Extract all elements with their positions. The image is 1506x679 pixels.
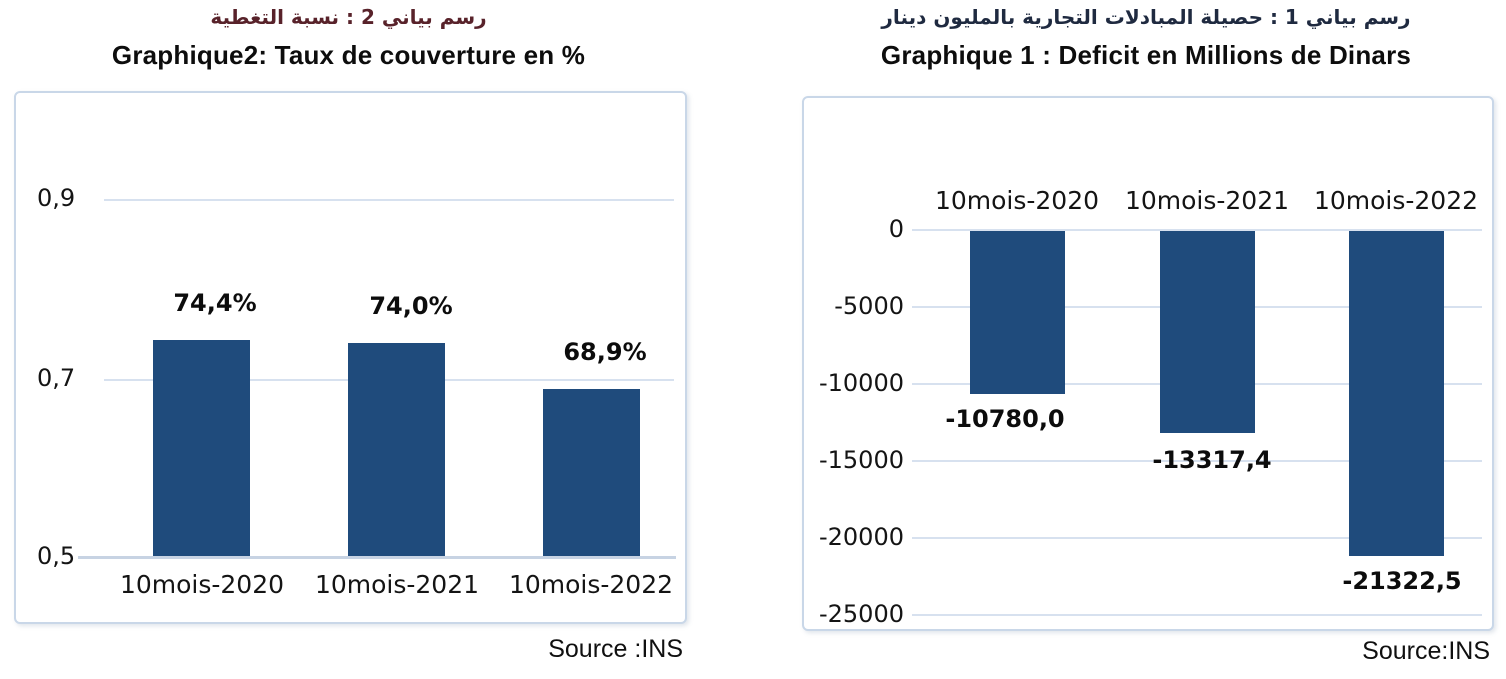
left-bar-2020 xyxy=(153,340,250,556)
right-value-label-2020: -10780,0 xyxy=(945,405,1065,433)
left-chart-panel: 0,9 0,7 0,5 74,4% 74,0% 68,9% 10mois-202… xyxy=(14,91,687,624)
left-source-label: Source :INS xyxy=(548,635,683,663)
left-chart-title: Graphique2: Taux de couverture en % xyxy=(111,40,586,70)
right-gridline-neg15000 xyxy=(912,460,1482,462)
right-category-2021: 10mois-2021 xyxy=(1124,186,1290,215)
right-value-label-2022: -21322,5 xyxy=(1342,567,1462,595)
right-chart-arabic-title: رسم بياني 1 : حصيلة المبادلات التجارية ب… xyxy=(881,5,1411,29)
right-gridline-neg25000 xyxy=(912,614,1482,616)
right-gridline-0 xyxy=(912,229,1482,231)
left-value-label-2020: 74,4% xyxy=(173,289,257,317)
left-category-2021: 10mois-2021 xyxy=(314,570,480,599)
left-ytick-0_7: 0,7 xyxy=(37,364,76,392)
right-bar-2021 xyxy=(1160,231,1255,433)
right-ytick-neg10000: -10000 xyxy=(818,369,904,397)
right-ytick-neg20000: -20000 xyxy=(818,523,904,551)
right-ytick-neg25000: -25000 xyxy=(818,600,904,628)
right-ytick-neg5000: -5000 xyxy=(834,292,904,320)
right-bar-2020 xyxy=(970,231,1065,394)
right-chart-title: Graphique 1 : Deficit en Millions de Din… xyxy=(880,40,1412,70)
left-chart-arabic-title: رسم بياني 2 : نسبة التغطية xyxy=(210,5,487,29)
left-value-label-2022: 68,9% xyxy=(563,338,647,366)
left-value-label-2021: 74,0% xyxy=(369,292,453,320)
left-category-2020: 10mois-2020 xyxy=(119,570,285,599)
left-bar-2021 xyxy=(348,343,445,556)
right-category-2020: 10mois-2020 xyxy=(934,186,1100,215)
right-ytick-neg15000: -15000 xyxy=(818,446,904,474)
right-source-label: Source:INS xyxy=(1362,637,1490,665)
left-bar-2022 xyxy=(543,389,640,556)
right-bar-2022 xyxy=(1349,231,1444,556)
right-chart-panel: 0 -5000 -10000 -15000 -20000 -25000 10mo… xyxy=(802,96,1494,631)
left-ytick-0_5: 0,5 xyxy=(37,542,76,570)
left-ytick-0_9: 0,9 xyxy=(37,184,76,212)
right-value-label-2021: -13317,4 xyxy=(1152,446,1272,474)
left-gridline-0_9 xyxy=(104,199,674,201)
left-axis-baseline xyxy=(78,556,676,559)
right-ytick-0: 0 xyxy=(888,215,904,243)
right-category-2022: 10mois-2022 xyxy=(1313,186,1479,215)
left-category-2022: 10mois-2022 xyxy=(508,570,674,599)
right-gridline-neg20000 xyxy=(912,537,1482,539)
